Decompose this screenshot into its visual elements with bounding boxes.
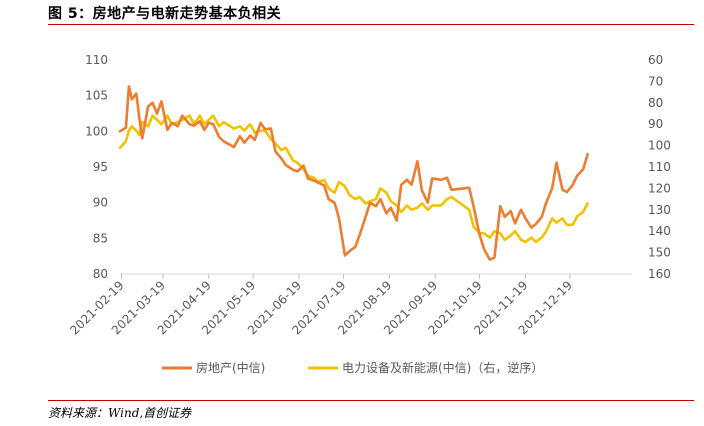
source-note: 资料来源：Wind,首创证券 bbox=[48, 406, 192, 420]
y-right-tick-label: 140 bbox=[648, 224, 671, 238]
series-line-new-energy bbox=[118, 114, 589, 244]
y-right-tick-label: 160 bbox=[648, 267, 671, 281]
y-left-tick-label: 95 bbox=[93, 160, 108, 174]
y-left-tick-label: 90 bbox=[93, 196, 108, 210]
y-left-tick-label: 100 bbox=[85, 124, 108, 138]
legend-label-new-energy: 电力设备及新能源(中信)（右，逆序） bbox=[342, 360, 543, 375]
y-right-tick-label: 150 bbox=[648, 246, 671, 260]
y-right-tick-label: 90 bbox=[648, 117, 663, 131]
axes-layer: 80 85 90 95 100 105 110 60 70 80 90 100 110 120 130 140… bbox=[67, 53, 671, 337]
title-divider bbox=[48, 24, 694, 25]
series-line-real-estate bbox=[118, 85, 589, 262]
y-right-tick-label: 120 bbox=[648, 181, 671, 195]
source-divider bbox=[48, 400, 694, 401]
figure-title: 图 5：房地产与电新走势基本负相关 bbox=[48, 6, 282, 22]
y-left-tick-label: 85 bbox=[93, 231, 108, 245]
y-left-tick-label: 80 bbox=[93, 267, 108, 281]
y-right-tick-label: 80 bbox=[648, 96, 663, 110]
series-layer bbox=[118, 85, 589, 262]
y-right-tick-label: 100 bbox=[648, 139, 671, 153]
y-right-tick-label: 60 bbox=[648, 53, 663, 67]
y-left-tick-label: 105 bbox=[85, 89, 108, 103]
y-right-tick-label: 130 bbox=[648, 203, 671, 217]
legend: 房地产(中信) 电力设备及新能源(中信)（右，逆序） bbox=[162, 360, 543, 375]
y-right-tick-label: 110 bbox=[648, 160, 671, 174]
y-right-tick-label: 70 bbox=[648, 74, 663, 88]
y-left-tick-label: 110 bbox=[85, 53, 108, 67]
legend-label-real-estate: 房地产(中信) bbox=[196, 360, 265, 375]
